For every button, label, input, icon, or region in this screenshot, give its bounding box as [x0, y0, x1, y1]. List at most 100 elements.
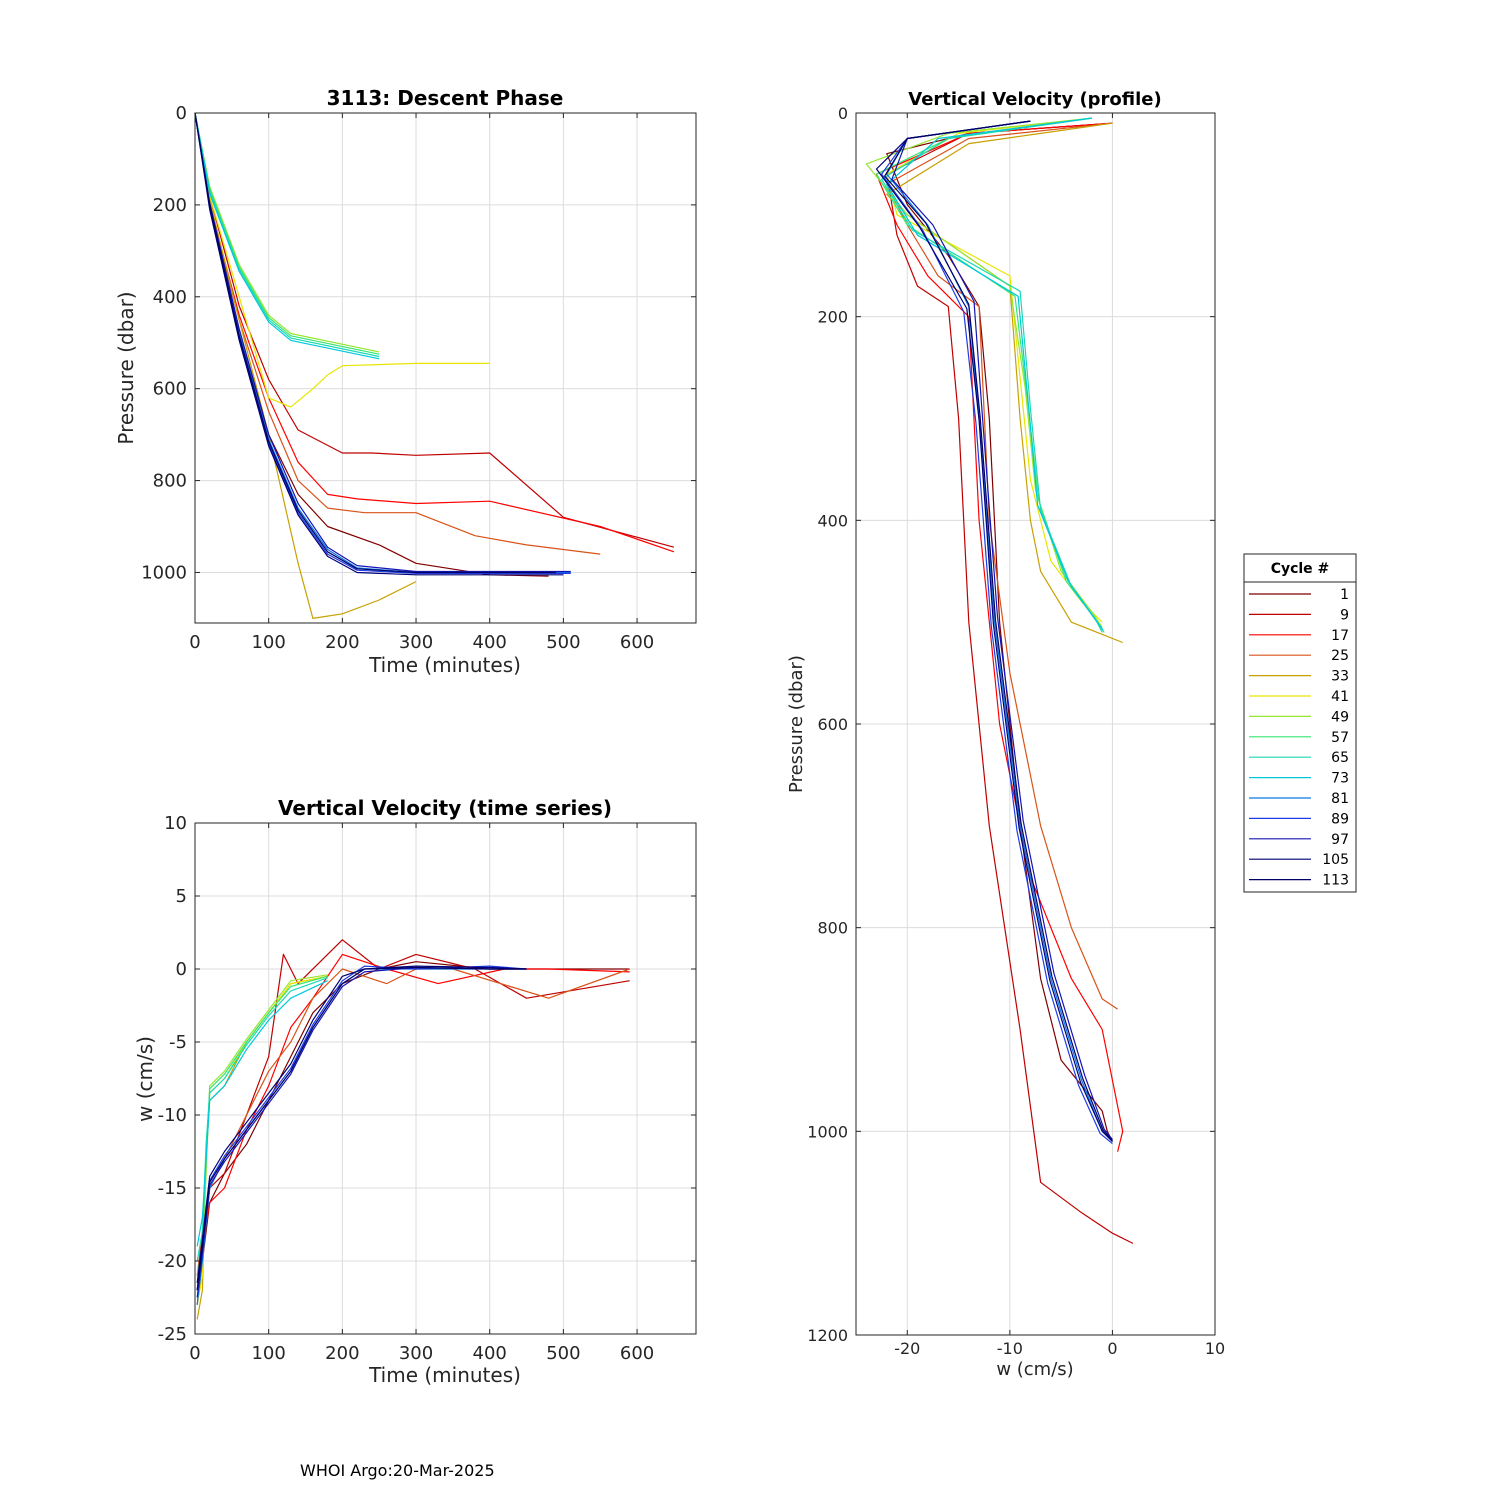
profile-ytick-label: 600 [817, 715, 848, 734]
profile-series-cycle-97 [891, 120, 1113, 1140]
legend-label-41: 41 [1331, 689, 1349, 705]
legend-label-65: 65 [1331, 750, 1349, 766]
legend-label-89: 89 [1331, 811, 1349, 827]
profile-xtick-label: -10 [997, 1339, 1023, 1358]
ts-plot-area [195, 823, 696, 1334]
legend-label-1: 1 [1340, 587, 1349, 603]
ts-tick-labels: 0 100 200 300 400 500 600 10 5 0 -5 -10 -15 -20 -25 [158, 813, 696, 1364]
cycle-legend: Cycle # 1 9 17 25 33 41 49 57 65 73 81 89 97 105 113 [1243, 553, 1357, 893]
descent-series-cycle-73 [194, 112, 380, 360]
descent-series-cycle-97 [194, 112, 571, 573]
ts-xtick-label: 0 [189, 1343, 200, 1364]
legend-label-49: 49 [1331, 709, 1349, 725]
ts-series-cycle-105 [196, 965, 527, 1283]
profile-ytick-label: 200 [817, 308, 848, 327]
ts-ytick-label: -25 [158, 1324, 187, 1345]
legend-entries: 1 9 17 25 33 41 49 57 65 73 81 89 97 105 113 [1249, 587, 1349, 889]
velocity-time-series-plot: 0 100 200 300 400 500 600 10 5 0 -5 -10 -15 -20 -25 Ve… [133, 796, 697, 1387]
ts-ytick-label: 5 [176, 886, 187, 907]
legend-label-17: 17 [1331, 628, 1349, 644]
profile-series-cycle-89 [880, 120, 1113, 1145]
legend-label-113: 113 [1322, 873, 1349, 889]
ts-series-lines [196, 939, 630, 1320]
ts-series-cycle-113 [196, 966, 527, 1291]
ts-ytick-label: -5 [169, 1032, 187, 1053]
legend-label-97: 97 [1331, 832, 1349, 848]
descent-ytick-label: 600 [153, 379, 187, 400]
profile-series-cycle-105 [875, 120, 1113, 1142]
profile-ytick-label: 1200 [807, 1326, 848, 1345]
ts-xtick-label: 500 [546, 1343, 580, 1364]
descent-series-cycle-33 [194, 112, 417, 620]
profile-series-cycle-25 [886, 122, 1118, 1010]
ts-ylabel: w (cm/s) [133, 1036, 157, 1122]
descent-title: 3113: Descent Phase [327, 86, 564, 110]
ts-xtick-label: 300 [399, 1343, 433, 1364]
descent-plot-area [195, 113, 696, 623]
descent-ytick-label: 400 [153, 287, 187, 308]
ts-ytick-label: -10 [158, 1105, 187, 1126]
descent-xlabel: Time (minutes) [368, 653, 521, 677]
descent-series-cycle-113 [194, 112, 556, 574]
profile-ytick-label: 400 [817, 511, 848, 530]
footer-stamp: WHOI Argo:20-Mar-2025 [300, 1461, 495, 1480]
descent-series-cycle-9 [194, 112, 675, 548]
descent-xtick-label: 300 [399, 632, 433, 653]
descent-xtick-label: 500 [546, 632, 580, 653]
profile-xtick-label: 0 [1107, 1339, 1117, 1358]
descent-ytick-label: 800 [153, 471, 187, 492]
legend-label-33: 33 [1331, 669, 1349, 685]
legend-label-73: 73 [1331, 771, 1349, 787]
descent-series-cycle-105 [194, 112, 564, 576]
profile-xlabel: w (cm/s) [996, 1359, 1073, 1380]
ts-xlabel: Time (minutes) [368, 1363, 521, 1387]
legend-box [1243, 553, 1357, 893]
descent-xtick-label: 400 [473, 632, 507, 653]
profile-ylabel: Pressure (dbar) [786, 655, 807, 793]
descent-tick-labels: 0 100 200 300 400 500 600 0 200 400 600 800 1000 [141, 103, 696, 653]
legend-label-81: 81 [1331, 791, 1349, 807]
legend-label-105: 105 [1322, 852, 1349, 868]
ts-xtick-label: 600 [620, 1343, 654, 1364]
descent-phase-plot: 0 100 200 300 400 500 600 0 200 400 600 800 1000 311… [114, 86, 697, 677]
profile-title: Vertical Velocity (profile) [908, 89, 1162, 110]
descent-ylabel: Pressure (dbar) [114, 291, 138, 444]
ts-ytick-label: 0 [176, 959, 187, 980]
descent-xtick-label: 0 [189, 632, 200, 653]
profile-xtick-label: -20 [894, 1339, 920, 1358]
descent-ytick-label: 1000 [141, 562, 187, 583]
profile-series-cycle-81 [886, 120, 1113, 1142]
descent-series-cycle-41 [194, 112, 490, 408]
ts-series-cycle-73 [196, 980, 328, 1247]
ts-series-cycle-17 [196, 953, 630, 1291]
profile-ytick-label: 0 [838, 104, 848, 123]
ts-title: Vertical Velocity (time series) [278, 796, 612, 820]
profile-xtick-label: 10 [1205, 1339, 1225, 1358]
descent-series-lines [194, 112, 675, 620]
descent-xtick-label: 200 [325, 632, 359, 653]
descent-xtick-label: 100 [251, 632, 285, 653]
legend-label-57: 57 [1331, 730, 1349, 746]
descent-axes-box [194, 112, 697, 624]
ts-xtick-label: 200 [325, 1343, 359, 1364]
legend-label-9: 9 [1340, 607, 1349, 623]
descent-ytick-label: 0 [176, 103, 187, 124]
legend-title: Cycle # [1271, 561, 1330, 577]
descent-xtick-label: 600 [620, 632, 654, 653]
legend-label-25: 25 [1331, 648, 1349, 664]
ts-ytick-label: -20 [158, 1251, 187, 1272]
profile-series-cycle-33 [886, 122, 1123, 644]
profile-series-cycle-113 [884, 120, 1113, 1141]
profile-series-cycle-49 [865, 117, 1103, 628]
profile-series-cycle-73 [886, 117, 1104, 631]
ts-axes-box [194, 822, 697, 1335]
ts-ytick-label: -15 [158, 1178, 187, 1199]
ts-ytick-label: 10 [164, 813, 187, 834]
ts-xtick-label: 100 [251, 1343, 285, 1364]
profile-ytick-label: 1000 [807, 1122, 848, 1141]
ts-series-cycle-57 [196, 975, 328, 1276]
descent-ytick-label: 200 [153, 195, 187, 216]
ts-xtick-label: 400 [473, 1343, 507, 1364]
